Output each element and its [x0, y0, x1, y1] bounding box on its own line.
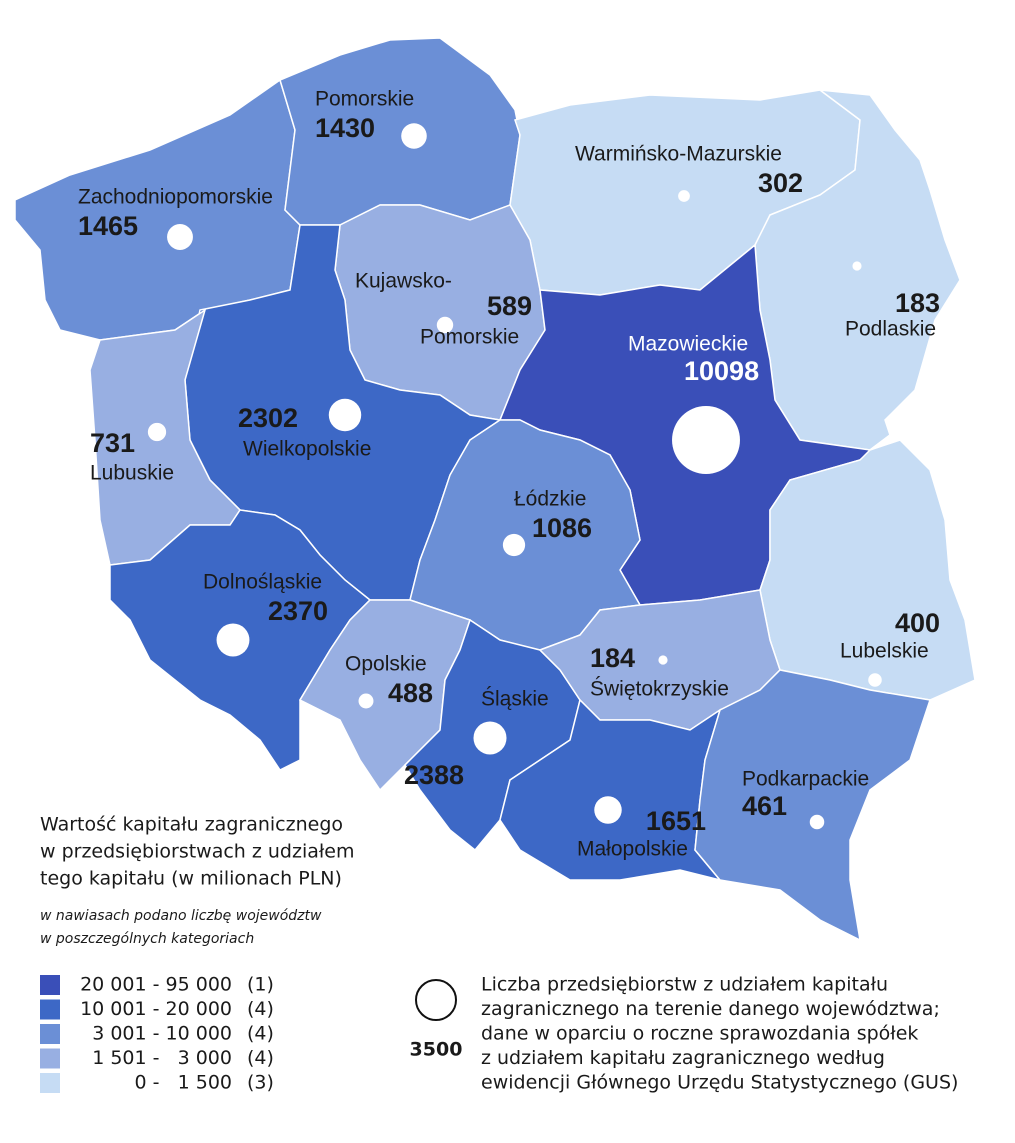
- company-circle: [328, 398, 362, 432]
- region-name: Wielkopolskie: [243, 438, 371, 461]
- legend-title: w przedsiębiorstwach z udziałem: [40, 841, 354, 863]
- region-name: Dolnośląskie: [203, 571, 322, 594]
- region-name: Opolskie: [345, 653, 427, 676]
- company-count: 2370: [268, 596, 328, 626]
- company-circle: [852, 261, 862, 271]
- legend-range: 20 001 - 95 000: [80, 974, 232, 996]
- legend-note: w poszczególnych kategoriach: [40, 931, 254, 947]
- region-name: Świętokrzyskie: [590, 677, 729, 701]
- company-count: 10098: [684, 356, 759, 386]
- region-name: Pomorskie: [420, 326, 519, 349]
- company-count: 589: [487, 291, 532, 321]
- company-circle: [809, 814, 825, 830]
- legend-count: (4): [247, 1047, 274, 1069]
- company-circle: [868, 673, 882, 687]
- company-count: 184: [590, 643, 635, 673]
- region-name: Lubuskie: [90, 462, 174, 485]
- company-count: 2388: [404, 760, 464, 790]
- company-circle: [358, 693, 374, 709]
- company-circle: [678, 190, 690, 202]
- region-name: Pomorskie: [315, 88, 414, 111]
- region-name: Warmińsko-Mazurskie: [575, 143, 782, 166]
- region-name: Małopolskie: [577, 838, 688, 861]
- company-count: 1430: [315, 113, 375, 143]
- company-count: 461: [742, 791, 787, 821]
- legend-circle-text: zagranicznego na terenie danego wojewódz…: [481, 998, 940, 1020]
- legend-range: 10 001 - 20 000: [80, 998, 232, 1020]
- legend-range: 1 501 - 3 000: [92, 1047, 232, 1069]
- legend-count: (4): [247, 998, 274, 1020]
- legend-swatch: [40, 975, 60, 995]
- region-name: Zachodniopomorskie: [78, 186, 273, 209]
- company-count: 400: [895, 608, 940, 638]
- legend-count: (1): [247, 974, 274, 996]
- legend-swatch: [40, 1048, 60, 1069]
- company-count: 1465: [78, 211, 138, 241]
- legend-circle-text: Liczba przedsiębiorstw z udziałem kapita…: [481, 974, 888, 996]
- region-name: Śląskie: [481, 687, 549, 711]
- company-circle: [473, 721, 507, 755]
- legend-count: (3): [247, 1072, 274, 1094]
- company-count: 488: [388, 678, 433, 708]
- company-circle: [216, 623, 250, 657]
- legend-circle-text: ewidencji Głównego Urzędu Statystycznego…: [481, 1072, 958, 1094]
- company-count: 1651: [646, 806, 706, 836]
- legend-swatch: [40, 1024, 60, 1044]
- company-count: 183: [895, 288, 940, 318]
- company-count: 1086: [532, 513, 592, 543]
- company-count: 302: [758, 168, 803, 198]
- legend-title: Wartość kapitału zagranicznego: [40, 814, 343, 836]
- region-name: Podlaskie: [845, 318, 936, 341]
- region-name: Mazowieckie: [628, 333, 748, 356]
- company-circle: [502, 533, 526, 557]
- legend-count: (4): [247, 1023, 274, 1045]
- company-circle: [672, 406, 740, 474]
- legend-swatch: [40, 999, 60, 1020]
- region-name: Łódzkie: [514, 488, 586, 511]
- company-circle: [401, 123, 427, 149]
- region-name: Kujawsko-: [355, 270, 452, 293]
- legend-circle: [415, 979, 457, 1021]
- legend-swatch: [40, 1073, 60, 1093]
- region: [499, 698, 723, 882]
- region: [694, 669, 931, 942]
- region-name: Podkarpackie: [742, 768, 869, 791]
- company-circle: [594, 796, 622, 824]
- company-count: 731: [90, 428, 135, 458]
- legend-title: tego kapitału (w milionach PLN): [40, 868, 342, 890]
- company-count: 2302: [238, 403, 298, 433]
- legend-circle-text: z udziałem kapitału zagranicznego według: [481, 1047, 885, 1069]
- legend-range: 0 - 1 500: [135, 1072, 233, 1094]
- region-name: Lubelskie: [840, 640, 929, 663]
- legend-circle-text: dane w oparciu o roczne sprawozdania spó…: [481, 1023, 918, 1045]
- legend-note: w nawiasach podano liczbę województw: [40, 908, 322, 924]
- company-circle: [147, 422, 167, 442]
- company-circle: [436, 316, 454, 334]
- legend-range: 3 001 - 10 000: [92, 1023, 232, 1045]
- legend-circle-value: 3500: [410, 1039, 463, 1061]
- company-circle: [167, 224, 193, 250]
- company-circle: [658, 655, 668, 665]
